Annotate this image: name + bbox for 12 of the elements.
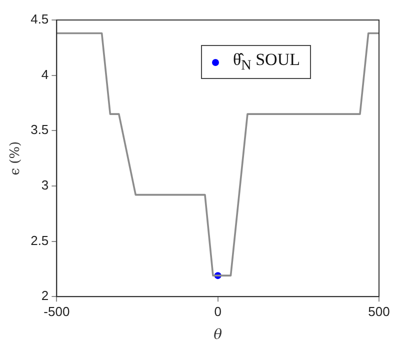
y-axis-title: ϵ (%) <box>8 141 24 176</box>
legend-label: θ̂$_{N}$ SOUL <box>232 50 300 74</box>
y-tick-label: 4 <box>41 66 49 82</box>
x-axis-title: θ <box>214 327 223 344</box>
x-tick-label: 0 <box>214 304 222 319</box>
y-tick-label: 3.5 <box>30 122 49 138</box>
y-tick-label: 2 <box>41 288 49 304</box>
x-tick-label: -500 <box>44 304 70 319</box>
x-tick-label: 500 <box>368 304 390 319</box>
y-tick-label: 3 <box>41 178 49 193</box>
y-tick-label: 4.5 <box>30 12 49 27</box>
y-tick-label: 2.5 <box>30 232 49 248</box>
